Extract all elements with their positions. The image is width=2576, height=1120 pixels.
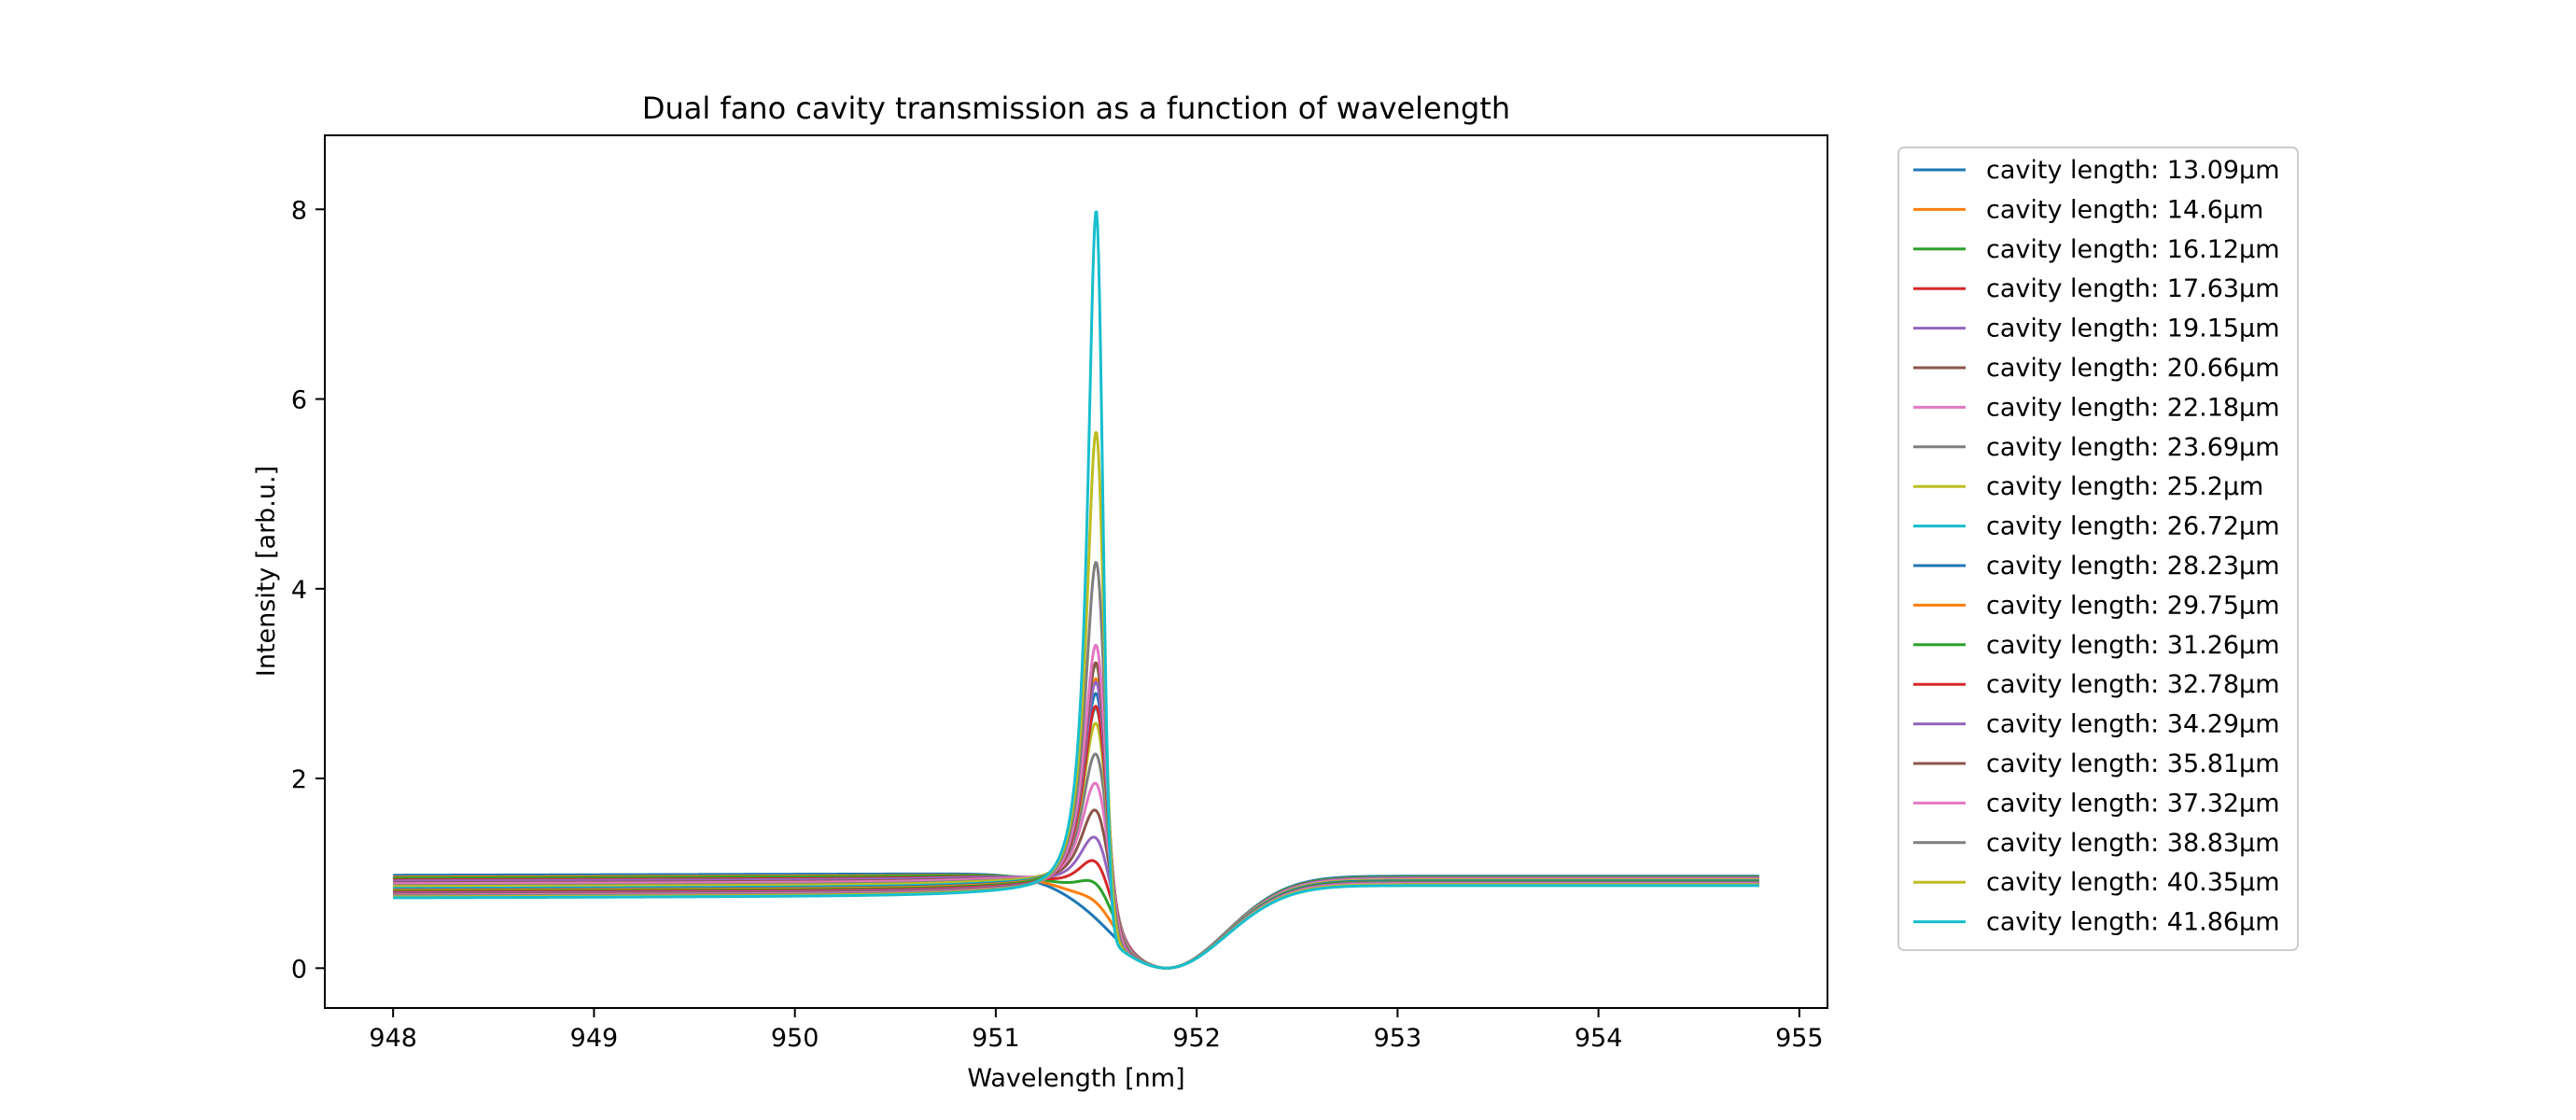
y-axis: 0 2 4 6 8 xyxy=(291,196,325,984)
legend-label: cavity length: 19.15µm xyxy=(1986,315,2280,343)
legend-label: cavity length: 28.23µm xyxy=(1986,552,2280,581)
y-tick-label: 4 xyxy=(291,576,307,605)
x-axis-label: Wavelength [nm] xyxy=(967,1064,1184,1093)
legend-label: cavity length: 13.09µm xyxy=(1986,156,2280,185)
legend-label: cavity length: 29.75µm xyxy=(1986,591,2280,620)
legend-label: cavity length: 41.86µm xyxy=(1986,908,2280,937)
legend-label: cavity length: 26.72µm xyxy=(1986,512,2280,541)
x-tick-label: 951 xyxy=(972,1024,1020,1053)
plot-frame xyxy=(324,134,1828,1009)
y-tick-label: 8 xyxy=(291,196,307,225)
legend-items: cavity length: 13.09µm cavity length: 14.… xyxy=(1913,156,2280,937)
x-tick-label: 949 xyxy=(570,1024,619,1053)
legend-label: cavity length: 16.12µm xyxy=(1986,235,2280,264)
legend-label: cavity length: 38.83µm xyxy=(1986,829,2280,858)
legend-label: cavity length: 32.78µm xyxy=(1986,670,2280,699)
x-tick-label: 954 xyxy=(1575,1024,1623,1053)
x-tick-label: 953 xyxy=(1374,1024,1422,1053)
legend-box xyxy=(1897,147,2299,951)
legend-label: cavity length: 23.69µm xyxy=(1986,433,2280,462)
legend-label: cavity length: 14.6µm xyxy=(1986,195,2263,224)
legend-label: cavity length: 31.26µm xyxy=(1986,631,2280,660)
legend: cavity length: 13.09µm cavity length: 14.… xyxy=(1897,147,2299,951)
y-tick-label: 6 xyxy=(291,386,307,415)
x-axis: 948 949 950 951 952 953 954 955 xyxy=(369,1008,1824,1053)
legend-label: cavity length: 25.2µm xyxy=(1986,472,2263,501)
legend-label: cavity length: 34.29µm xyxy=(1986,710,2280,739)
x-tick-label: 955 xyxy=(1775,1024,1824,1053)
legend-label: cavity length: 37.32µm xyxy=(1986,789,2280,818)
x-tick-label: 950 xyxy=(771,1024,819,1053)
legend-label: cavity length: 35.81µm xyxy=(1986,749,2280,778)
y-tick-label: 0 xyxy=(291,955,307,984)
legend-label: cavity length: 22.18µm xyxy=(1986,393,2280,422)
y-tick-label: 2 xyxy=(291,765,307,794)
y-axis-label: Intensity [arb.u.] xyxy=(252,466,281,677)
x-tick-label: 952 xyxy=(1172,1024,1221,1053)
legend-label: cavity length: 20.66µm xyxy=(1986,354,2280,383)
series-layer xyxy=(392,210,1760,970)
series-line xyxy=(392,210,1760,970)
legend-label: cavity length: 40.35µm xyxy=(1986,868,2280,897)
legend-label: cavity length: 17.63µm xyxy=(1986,274,2280,303)
x-tick-label: 948 xyxy=(369,1024,417,1053)
chart-title: Dual fano cavity transmission as a funct… xyxy=(642,91,1510,126)
